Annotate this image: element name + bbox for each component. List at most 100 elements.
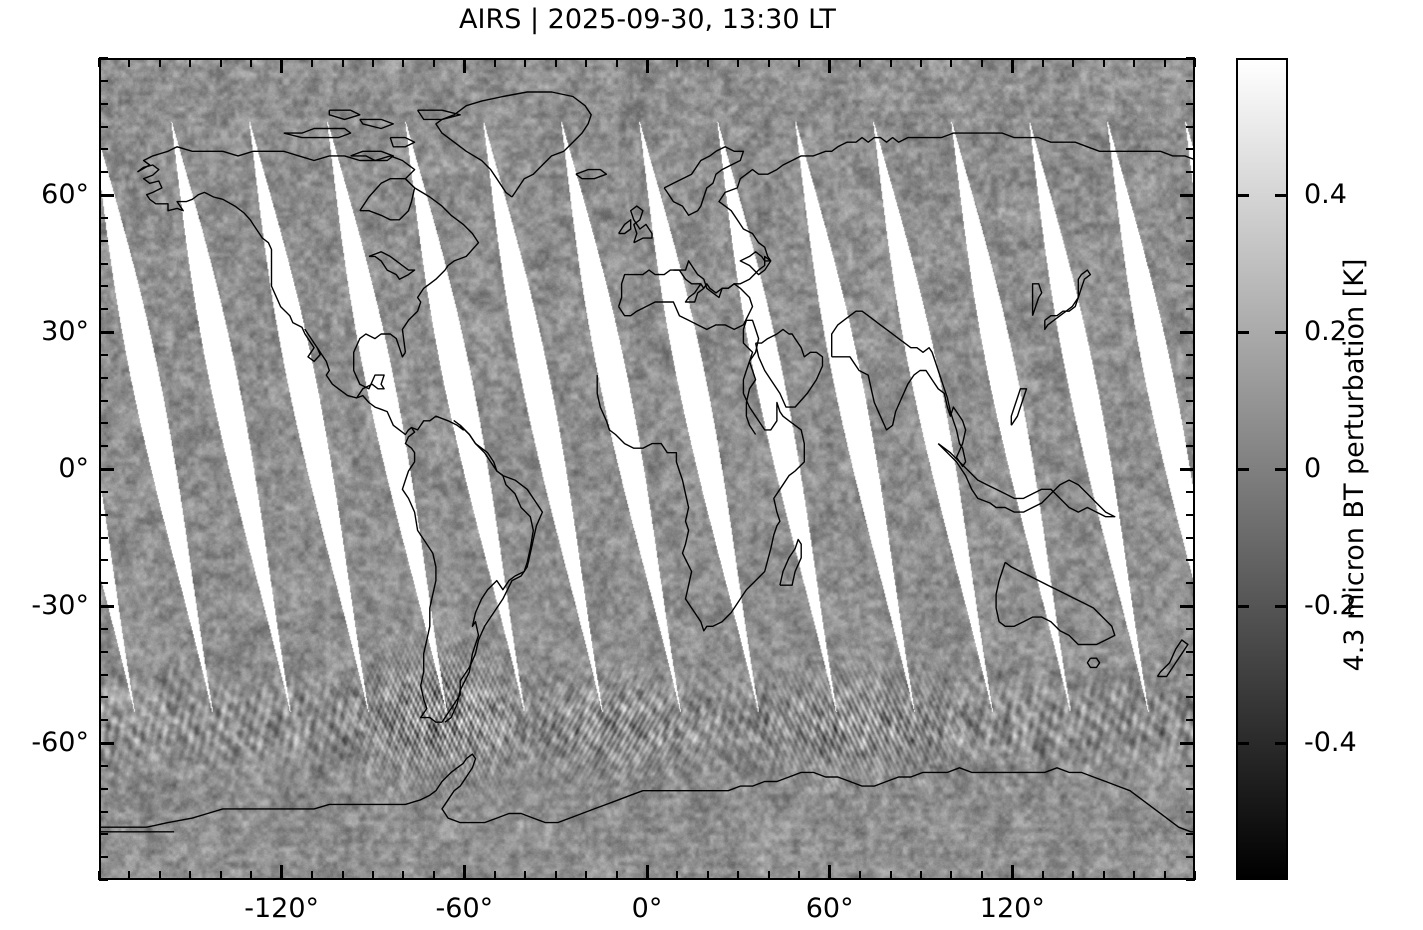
colorbar-tick-right-1 bbox=[1275, 330, 1288, 334]
y-tick-left-45 bbox=[99, 262, 108, 265]
x-tick-bottom-100 bbox=[950, 871, 953, 880]
brightness-temperature-heatmap bbox=[101, 60, 1193, 878]
x-tick-bottom--30 bbox=[554, 871, 557, 880]
x-tick-bottom-180 bbox=[1194, 871, 1196, 880]
x-tick-top--50 bbox=[493, 58, 496, 67]
x-tick-top-70 bbox=[859, 58, 862, 67]
y-tick-right-55 bbox=[1186, 216, 1195, 219]
x-tick-top--100 bbox=[341, 58, 344, 67]
page-title: AIRS | 2025-09-30, 13:30 LT bbox=[459, 4, 836, 35]
y-tick-right-45 bbox=[1186, 262, 1195, 265]
x-tick-bottom-30 bbox=[737, 871, 740, 880]
x-tick-top-80 bbox=[889, 58, 892, 67]
y-tick-right-5 bbox=[1186, 445, 1195, 448]
y-tick-right-30 bbox=[1180, 330, 1195, 334]
x-tick-top-90 bbox=[920, 58, 922, 67]
y-tick-right-0 bbox=[1180, 467, 1195, 471]
x-tick-top-140 bbox=[1072, 58, 1075, 67]
y-tick-right--5 bbox=[1186, 490, 1195, 493]
y-tick-right-15 bbox=[1186, 399, 1195, 402]
x-tick-bottom-120 bbox=[1010, 865, 1014, 880]
colorbar-tick-left-2 bbox=[1236, 467, 1249, 471]
x-tick-top-170 bbox=[1163, 58, 1166, 67]
y-tick-label-0: 60° bbox=[41, 179, 89, 210]
x-tick-top--90 bbox=[372, 58, 374, 67]
x-tick-top-60 bbox=[828, 58, 832, 73]
y-tick-right-60 bbox=[1180, 193, 1195, 197]
x-tick-top-110 bbox=[980, 58, 983, 67]
y-tick-left-70 bbox=[99, 148, 108, 151]
x-tick-bottom-160 bbox=[1133, 871, 1136, 880]
x-tick-top--60 bbox=[462, 58, 466, 73]
y-tick-right-25 bbox=[1186, 353, 1195, 356]
x-tick-bottom-50 bbox=[798, 871, 801, 880]
colorbar-tick-right-2 bbox=[1275, 467, 1288, 471]
x-tick-bottom-150 bbox=[1102, 871, 1105, 880]
x-tick-top-30 bbox=[737, 58, 740, 67]
x-tick-bottom-10 bbox=[676, 871, 679, 880]
y-tick-left--55 bbox=[99, 719, 108, 722]
x-tick-top--170 bbox=[128, 58, 131, 67]
y-tick-label-4: -60° bbox=[31, 727, 89, 758]
x-tick-top-40 bbox=[767, 58, 770, 67]
y-tick-right--55 bbox=[1186, 719, 1195, 722]
x-tick-top--40 bbox=[524, 58, 527, 67]
x-tick-bottom--80 bbox=[402, 871, 405, 880]
y-tick-left--65 bbox=[99, 764, 108, 767]
y-tick-right-20 bbox=[1186, 376, 1195, 379]
y-tick-right--90 bbox=[1186, 879, 1195, 881]
x-tick-top--130 bbox=[250, 58, 253, 67]
y-tick-left-50 bbox=[99, 239, 108, 242]
x-tick-bottom--90 bbox=[372, 871, 374, 880]
x-tick-top-10 bbox=[676, 58, 679, 67]
map-plot-area[interactable] bbox=[99, 58, 1195, 880]
x-tick-top--140 bbox=[219, 58, 222, 67]
x-tick-bottom--110 bbox=[311, 871, 314, 880]
y-tick-label-2: 0° bbox=[58, 453, 89, 484]
y-tick-left--75 bbox=[99, 810, 108, 813]
y-tick-left-65 bbox=[99, 171, 108, 174]
y-tick-right--60 bbox=[1180, 741, 1195, 745]
y-tick-left--15 bbox=[99, 536, 108, 539]
x-tick-top--180 bbox=[98, 58, 100, 67]
y-tick-right-35 bbox=[1186, 308, 1195, 311]
colorbar-tick-label-3: -0.2 bbox=[1304, 590, 1357, 621]
x-tick-bottom--140 bbox=[219, 871, 222, 880]
colorbar-tick-right-0 bbox=[1275, 193, 1288, 197]
y-tick-left-80 bbox=[99, 102, 108, 105]
y-tick-right--25 bbox=[1186, 582, 1195, 585]
y-tick-right-65 bbox=[1186, 171, 1195, 174]
y-tick-left--60 bbox=[99, 741, 114, 745]
x-tick-top--80 bbox=[402, 58, 405, 67]
y-tick-right-70 bbox=[1186, 148, 1195, 151]
x-tick-bottom--120 bbox=[280, 865, 284, 880]
x-tick-top--150 bbox=[189, 58, 192, 67]
y-tick-left-90 bbox=[99, 57, 108, 59]
y-tick-left--85 bbox=[99, 856, 108, 859]
y-tick-left--90 bbox=[99, 879, 108, 881]
y-tick-label-1: 30° bbox=[41, 316, 89, 347]
x-tick-top-0 bbox=[645, 58, 649, 73]
colorbar-tick-right-4 bbox=[1275, 741, 1288, 745]
x-tick-bottom-40 bbox=[767, 871, 770, 880]
x-tick-top--70 bbox=[432, 58, 435, 67]
y-tick-right--80 bbox=[1186, 833, 1195, 836]
y-tick-right--45 bbox=[1186, 673, 1195, 676]
y-tick-right--65 bbox=[1186, 764, 1195, 767]
y-tick-left-0 bbox=[99, 467, 114, 471]
x-tick-bottom--170 bbox=[128, 871, 131, 880]
y-tick-left--10 bbox=[99, 513, 108, 516]
x-tick-bottom-70 bbox=[859, 871, 862, 880]
x-tick-top--120 bbox=[280, 58, 284, 73]
colorbar-tick-label-2: 0 bbox=[1304, 453, 1322, 484]
y-tick-left--5 bbox=[99, 490, 108, 493]
x-tick-label-2: 0° bbox=[631, 893, 663, 924]
y-tick-left-5 bbox=[99, 445, 108, 448]
colorbar-tick-label-4: -0.4 bbox=[1304, 727, 1357, 758]
x-tick-label-0: -120° bbox=[244, 893, 320, 924]
x-tick-bottom--130 bbox=[250, 871, 253, 880]
y-tick-left--35 bbox=[99, 627, 108, 630]
y-tick-left-35 bbox=[99, 308, 108, 311]
x-tick-label-3: 60° bbox=[805, 893, 854, 924]
x-tick-label-1: -60° bbox=[435, 893, 494, 924]
